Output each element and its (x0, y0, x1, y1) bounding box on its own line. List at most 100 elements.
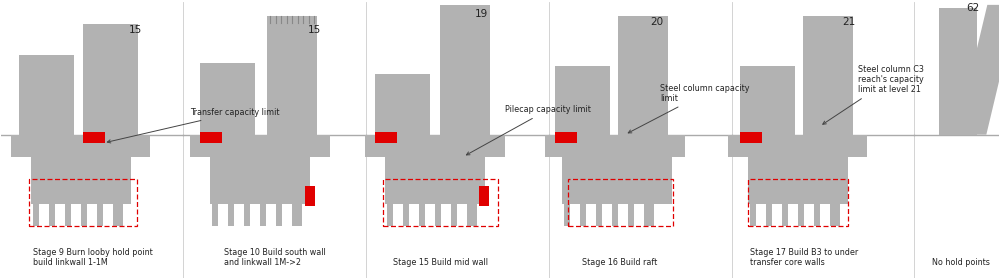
Text: Stage 10 Build south wall
and linkwall 1M->2: Stage 10 Build south wall and linkwall 1… (224, 248, 326, 267)
Bar (83, 132, 105, 143)
Bar (81, 204, 91, 226)
Bar (740, 132, 762, 143)
Text: Steel column C3
reach's capacity
limit at level 21: Steel column C3 reach's capacity limit a… (823, 64, 923, 124)
Bar (612, 204, 622, 226)
Bar (19, 55, 74, 135)
Bar (596, 204, 606, 226)
Bar (276, 204, 286, 226)
Bar (375, 74, 430, 135)
Bar (568, 179, 673, 226)
Bar (234, 204, 244, 226)
Text: Stage 17 Build B3 to under
transfer core walls: Stage 17 Build B3 to under transfer core… (750, 248, 859, 267)
Bar (200, 63, 255, 135)
Bar (244, 204, 254, 226)
Bar (555, 132, 577, 143)
Polygon shape (956, 5, 1000, 135)
Bar (29, 179, 137, 226)
Bar (365, 135, 505, 157)
Bar (393, 204, 403, 226)
Bar (814, 204, 824, 226)
Bar (750, 204, 760, 226)
Bar (644, 204, 654, 226)
Text: Transfer capacity limit: Transfer capacity limit (107, 108, 280, 143)
Bar (728, 135, 867, 157)
Bar (55, 204, 65, 226)
Bar (419, 204, 429, 226)
Bar (212, 204, 222, 226)
Bar (49, 204, 59, 226)
Bar (748, 157, 848, 204)
Bar (756, 204, 766, 226)
Bar (39, 204, 49, 226)
Text: 62: 62 (966, 3, 980, 13)
Text: Pilecap capacity limit: Pilecap capacity limit (466, 105, 591, 155)
Bar (618, 16, 668, 135)
Text: 20: 20 (650, 17, 663, 27)
Bar (451, 204, 461, 226)
Bar (440, 5, 490, 135)
Bar (375, 132, 397, 143)
Text: Stage 16 Build raft: Stage 16 Build raft (582, 258, 657, 267)
Text: Steel column capacity
limit: Steel column capacity limit (628, 83, 749, 133)
Bar (403, 204, 413, 226)
Bar (634, 204, 644, 226)
Text: 21: 21 (843, 17, 856, 27)
Text: 19: 19 (475, 9, 488, 19)
Text: 15: 15 (129, 25, 142, 35)
Bar (250, 204, 260, 226)
Bar (441, 204, 451, 226)
Bar (228, 204, 238, 226)
Bar (748, 179, 848, 226)
Bar (586, 204, 596, 226)
Bar (740, 66, 795, 135)
Bar (83, 24, 138, 135)
Bar (266, 204, 276, 226)
Bar (210, 157, 310, 204)
Bar (580, 204, 590, 226)
Bar (830, 204, 840, 226)
Bar (31, 157, 131, 204)
Bar (602, 204, 612, 226)
Bar (939, 8, 977, 135)
Bar (71, 204, 81, 226)
Bar (103, 204, 113, 226)
Bar (555, 66, 610, 135)
Bar (479, 186, 489, 206)
Bar (457, 204, 467, 226)
Bar (804, 204, 814, 226)
Bar (772, 204, 782, 226)
Bar (425, 204, 435, 226)
Bar (788, 204, 798, 226)
Bar (292, 204, 302, 226)
Bar (820, 204, 830, 226)
Bar (570, 204, 580, 226)
Bar (798, 204, 808, 226)
Bar (383, 179, 498, 226)
Bar (267, 16, 317, 135)
Text: Stage 9 Burn looby hold point
build linkwall 1-1M: Stage 9 Burn looby hold point build link… (33, 248, 152, 267)
Bar (11, 135, 150, 157)
Bar (113, 204, 123, 226)
Bar (435, 204, 445, 226)
Bar (87, 204, 97, 226)
Text: 15: 15 (308, 25, 322, 35)
Bar (766, 204, 776, 226)
Bar (782, 204, 792, 226)
Bar (385, 157, 485, 204)
Text: No hold points: No hold points (932, 258, 990, 267)
Text: Stage 15 Build mid wall: Stage 15 Build mid wall (393, 258, 488, 267)
Bar (33, 204, 43, 226)
Bar (218, 204, 228, 226)
Bar (628, 204, 638, 226)
Bar (564, 204, 574, 226)
Bar (562, 157, 672, 204)
Bar (387, 204, 397, 226)
Bar (200, 132, 222, 143)
Bar (190, 135, 330, 157)
Bar (618, 204, 628, 226)
Bar (409, 204, 419, 226)
Bar (65, 204, 75, 226)
Bar (282, 204, 292, 226)
Bar (305, 186, 315, 206)
Bar (803, 16, 853, 135)
